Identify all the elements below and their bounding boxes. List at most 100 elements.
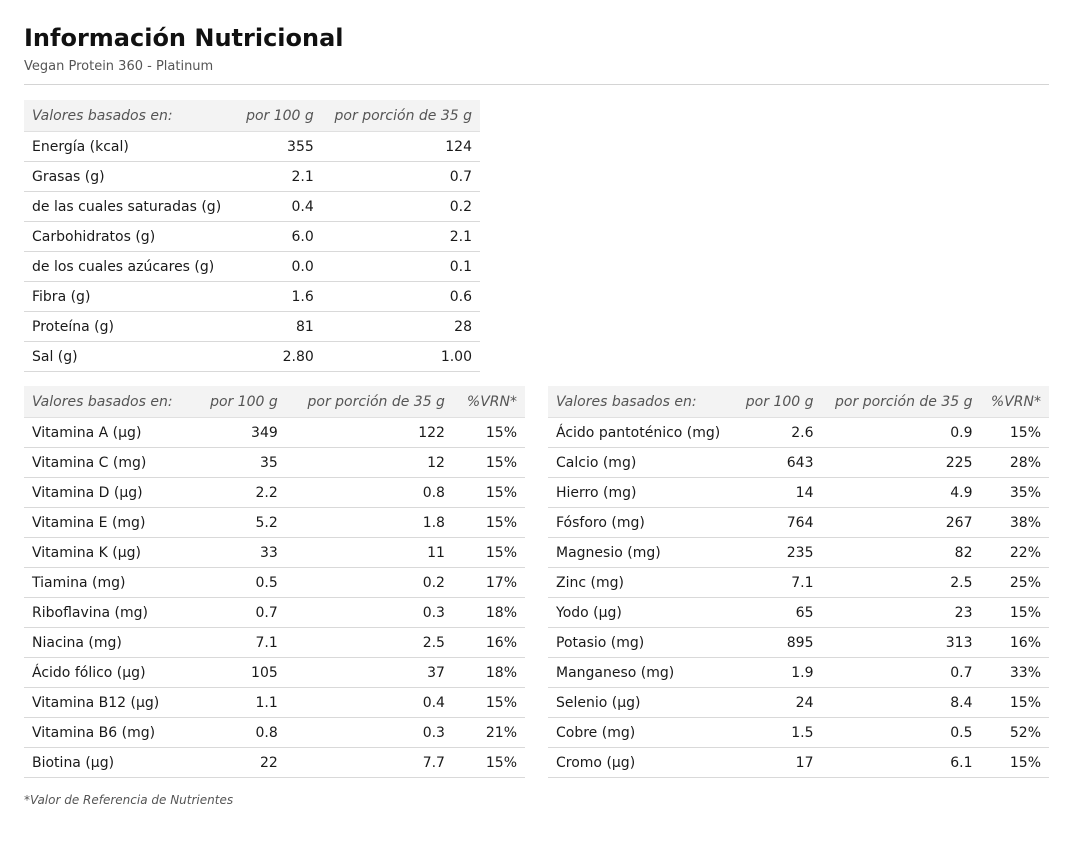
per-100g-cell: 0.7 bbox=[194, 597, 286, 628]
table-row: Energía (kcal) 355 124 bbox=[24, 131, 480, 162]
nutrient-name-cell: Niacina (mg) bbox=[24, 627, 195, 658]
table-row: Vitamina C (mg) 35 12 15% bbox=[24, 447, 525, 478]
vrn-cell: 18% bbox=[452, 597, 525, 628]
table-row: Fósforo (mg) 764 267 38% bbox=[548, 507, 1049, 538]
footnote: *Valor de Referencia de Nutrientes bbox=[24, 793, 234, 807]
per-serving-cell: 0.2 bbox=[321, 191, 480, 222]
per-serving-cell: 2.1 bbox=[321, 221, 480, 252]
table-row: Vitamina D (µg) 2.2 0.8 15% bbox=[24, 477, 525, 508]
vrn-cell: 17% bbox=[452, 567, 525, 598]
table-header-row: Valores basados en: por 100 g por porció… bbox=[24, 100, 480, 132]
table-row: Riboflavina (mg) 0.7 0.3 18% bbox=[24, 597, 525, 628]
per-serving-cell: 0.3 bbox=[285, 717, 453, 748]
per-serving-cell: 2.5 bbox=[285, 627, 453, 658]
table-row: Calcio (mg) 643 225 28% bbox=[548, 447, 1049, 478]
nutrient-name-cell: Cromo (µg) bbox=[548, 747, 735, 778]
per-100g-cell: 0.4 bbox=[235, 191, 322, 222]
per-100g-cell: 105 bbox=[194, 657, 286, 688]
vrn-cell: 16% bbox=[452, 627, 525, 658]
minerals-table: Valores basados en: por 100 g por porció… bbox=[548, 386, 1049, 778]
per-100g-cell: 0.0 bbox=[235, 251, 322, 282]
column-header-basis: Valores basados en: bbox=[24, 100, 236, 132]
per-serving-cell: 0.8 bbox=[285, 477, 453, 508]
table-row: Carbohidratos (g) 6.0 2.1 bbox=[24, 221, 480, 252]
nutrient-name-cell: Vitamina B12 (µg) bbox=[24, 687, 195, 718]
table-row: Grasas (g) 2.1 0.7 bbox=[24, 161, 480, 192]
nutrient-name-cell: Yodo (µg) bbox=[548, 597, 735, 628]
per-serving-cell: 28 bbox=[321, 311, 480, 342]
table-row: Ácido pantoténico (mg) 2.6 0.9 15% bbox=[548, 417, 1049, 448]
nutrient-name-cell: Fibra (g) bbox=[24, 281, 236, 312]
vrn-cell: 22% bbox=[980, 537, 1049, 568]
per-serving-cell: 0.4 bbox=[285, 687, 453, 718]
macronutrients-table: Valores basados en: por 100 g por porció… bbox=[24, 100, 480, 372]
nutrient-name-cell: Ácido fólico (µg) bbox=[24, 657, 195, 688]
per-100g-cell: 895 bbox=[734, 627, 822, 658]
nutrient-name-cell: Selenio (µg) bbox=[548, 687, 735, 718]
vrn-cell: 15% bbox=[452, 747, 525, 778]
per-100g-cell: 1.1 bbox=[194, 687, 286, 718]
nutrient-name-cell: Magnesio (mg) bbox=[548, 537, 735, 568]
per-100g-cell: 0.8 bbox=[194, 717, 286, 748]
column-header-per-serving: por porción de 35 g bbox=[821, 386, 981, 418]
per-serving-cell: 12 bbox=[285, 447, 453, 478]
vrn-cell: 15% bbox=[980, 747, 1049, 778]
nutrient-name-cell: Biotina (µg) bbox=[24, 747, 195, 778]
table-row: Magnesio (mg) 235 82 22% bbox=[548, 537, 1049, 568]
table-row: Biotina (µg) 22 7.7 15% bbox=[24, 747, 525, 778]
nutrient-name-cell: Vitamina B6 (mg) bbox=[24, 717, 195, 748]
per-serving-cell: 122 bbox=[285, 417, 453, 448]
vrn-cell: 52% bbox=[980, 717, 1049, 748]
per-100g-cell: 235 bbox=[734, 537, 822, 568]
table-header-row: Valores basados en: por 100 g por porció… bbox=[548, 386, 1049, 418]
column-header-vrn: %VRN* bbox=[980, 386, 1049, 418]
per-100g-cell: 1.9 bbox=[734, 657, 822, 688]
vrn-cell: 35% bbox=[980, 477, 1049, 508]
vrn-cell: 15% bbox=[980, 597, 1049, 628]
table-row: Vitamina B6 (mg) 0.8 0.3 21% bbox=[24, 717, 525, 748]
per-serving-cell: 0.9 bbox=[821, 417, 981, 448]
nutrient-name-cell: Potasio (mg) bbox=[548, 627, 735, 658]
product-subtitle: Vegan Protein 360 - Platinum bbox=[24, 59, 214, 74]
table-row: de los cuales azúcares (g) 0.0 0.1 bbox=[24, 251, 480, 282]
table-row: Fibra (g) 1.6 0.6 bbox=[24, 281, 480, 312]
per-serving-cell: 267 bbox=[821, 507, 981, 538]
nutrient-name-cell: Carbohidratos (g) bbox=[24, 221, 236, 252]
table-row: Proteína (g) 81 28 bbox=[24, 311, 480, 342]
per-100g-cell: 81 bbox=[235, 311, 322, 342]
table-row: Vitamina E (mg) 5.2 1.8 15% bbox=[24, 507, 525, 538]
nutrient-name-cell: de los cuales azúcares (g) bbox=[24, 251, 236, 282]
per-serving-cell: 8.4 bbox=[821, 687, 981, 718]
per-100g-cell: 24 bbox=[734, 687, 822, 718]
vrn-cell: 18% bbox=[452, 657, 525, 688]
per-100g-cell: 1.5 bbox=[734, 717, 822, 748]
nutrient-name-cell: Fósforo (mg) bbox=[548, 507, 735, 538]
macronutrients-body: Energía (kcal) 355 124 Grasas (g) 2.1 0.7 de l… bbox=[24, 131, 480, 372]
table-row: de las cuales saturadas (g) 0.4 0.2 bbox=[24, 191, 480, 222]
nutrient-name-cell: Vitamina D (µg) bbox=[24, 477, 195, 508]
per-100g-cell: 35 bbox=[194, 447, 286, 478]
table-row: Cobre (mg) 1.5 0.5 52% bbox=[548, 717, 1049, 748]
per-100g-cell: 1.6 bbox=[235, 281, 322, 312]
per-serving-cell: 11 bbox=[285, 537, 453, 568]
per-serving-cell: 0.7 bbox=[821, 657, 981, 688]
vrn-cell: 38% bbox=[980, 507, 1049, 538]
table-row: Ácido fólico (µg) 105 37 18% bbox=[24, 657, 525, 688]
table-header-row: Valores basados en: por 100 g por porció… bbox=[24, 386, 525, 418]
per-serving-cell: 0.3 bbox=[285, 597, 453, 628]
vrn-cell: 16% bbox=[980, 627, 1049, 658]
per-serving-cell: 1.00 bbox=[321, 341, 480, 372]
vrn-cell: 28% bbox=[980, 447, 1049, 478]
per-100g-cell: 7.1 bbox=[194, 627, 286, 658]
per-serving-cell: 2.5 bbox=[821, 567, 981, 598]
per-100g-cell: 14 bbox=[734, 477, 822, 508]
table-row: Manganeso (mg) 1.9 0.7 33% bbox=[548, 657, 1049, 688]
per-100g-cell: 6.0 bbox=[235, 221, 322, 252]
vrn-cell: 15% bbox=[452, 537, 525, 568]
vrn-cell: 15% bbox=[980, 687, 1049, 718]
per-serving-cell: 82 bbox=[821, 537, 981, 568]
per-100g-cell: 17 bbox=[734, 747, 822, 778]
page-title: Información Nutricional bbox=[24, 24, 344, 52]
header-divider bbox=[24, 84, 1049, 85]
nutrient-name-cell: Energía (kcal) bbox=[24, 131, 236, 162]
